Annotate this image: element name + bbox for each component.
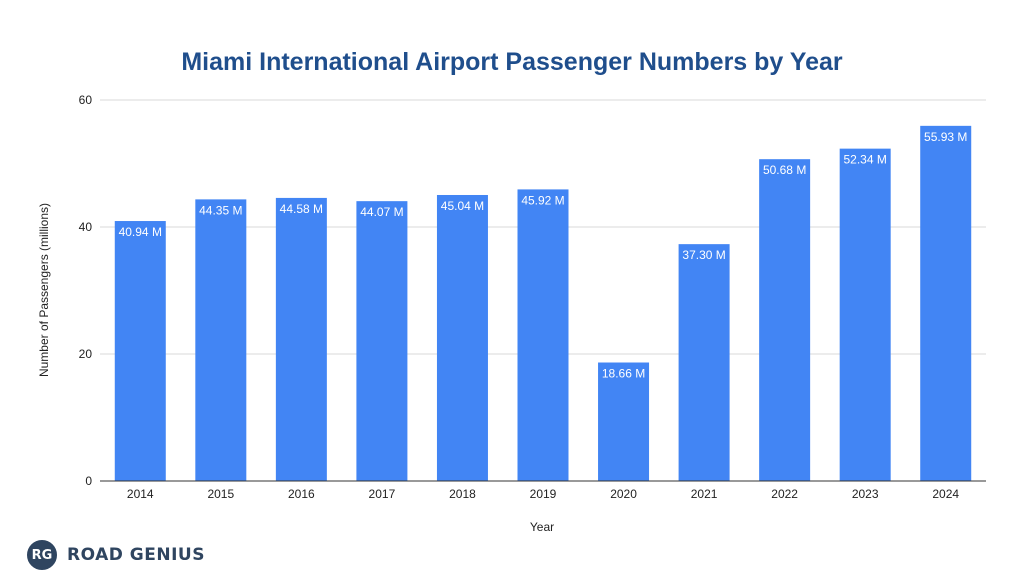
data-label-2021: 37.30 M	[682, 248, 725, 262]
data-label-2017: 44.07 M	[360, 205, 403, 219]
bar-2018	[436, 194, 488, 481]
x-tick-label-2023: 2023	[852, 487, 879, 501]
data-label-2020: 18.66 M	[602, 367, 645, 381]
x-tick-label-2019: 2019	[530, 487, 557, 501]
y-tick-label: 60	[79, 93, 93, 107]
y-tick-label: 0	[85, 474, 92, 488]
bar-2016	[275, 197, 327, 482]
logo-text: ROAD GENIUS	[67, 545, 205, 565]
bar-2019	[517, 189, 569, 481]
data-label-2019: 45.92 M	[521, 193, 564, 207]
x-tick-label-2018: 2018	[449, 487, 476, 501]
data-label-2018: 45.04 M	[441, 199, 484, 213]
chart-title: Miami International Airport Passenger Nu…	[181, 48, 843, 76]
data-label-2024: 55.93 M	[924, 130, 967, 144]
x-tick-label-2015: 2015	[207, 487, 234, 501]
y-tick-label: 40	[79, 220, 93, 234]
x-tick-label-2020: 2020	[610, 487, 637, 501]
x-tick-label-2022: 2022	[771, 487, 798, 501]
y-tick-label: 20	[79, 347, 93, 361]
bar-2024	[920, 125, 972, 482]
data-labels: 40.94 M 44.35 M 44.58 M 44.07 M 45.04 M 45.92…	[119, 130, 968, 381]
data-label-2016: 44.58 M	[280, 202, 323, 216]
bar-2017	[356, 201, 408, 481]
x-tick-label-2016: 2016	[288, 487, 315, 501]
data-label-2022: 50.68 M	[763, 163, 806, 177]
x-tick-labels: 2014 2015 2016 2017 2018 2019 2020 2021 2022 2023…	[127, 487, 959, 501]
y-axis-label: Number of Passengers (millions)	[37, 203, 51, 377]
data-label-2023: 52.34 M	[844, 153, 887, 167]
bar-2022	[759, 159, 811, 481]
bar-2021	[678, 244, 730, 481]
bar-2023	[839, 148, 891, 482]
x-tick-label-2014: 2014	[127, 487, 154, 501]
bar-2015	[195, 199, 247, 481]
bar-2020	[598, 362, 650, 481]
bar-2014	[114, 221, 166, 481]
data-label-2015: 44.35 M	[199, 203, 242, 217]
x-tick-label-2024: 2024	[932, 487, 959, 501]
logo-badge-icon: RG	[27, 540, 57, 570]
road-genius-logo: RG ROAD GENIUS	[27, 539, 205, 571]
bars	[114, 125, 972, 482]
x-tick-label-2017: 2017	[369, 487, 396, 501]
x-axis-label: Year	[530, 520, 554, 534]
x-tick-label-2021: 2021	[691, 487, 718, 501]
data-label-2014: 40.94 M	[119, 225, 162, 239]
y-tick-labels: 0 20 40 60	[79, 93, 93, 488]
